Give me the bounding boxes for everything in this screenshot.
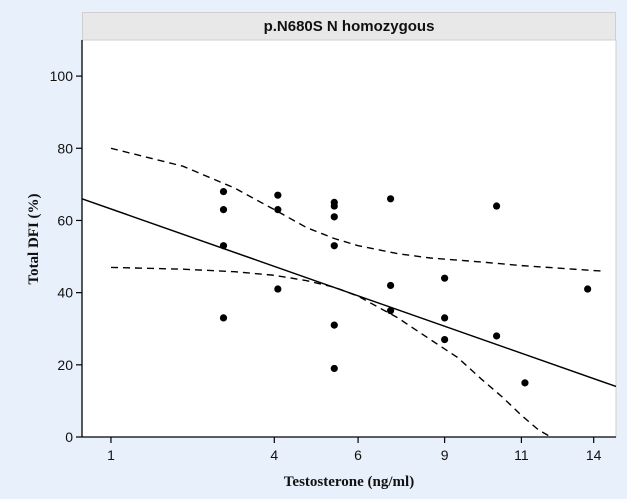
data-point [274,191,282,199]
plot-area [81,39,617,438]
confidence-band [110,147,601,438]
data-point [219,187,228,196]
data-point [330,321,338,329]
ci-lower-line [110,266,552,438]
x-tick-label: 11 [514,447,529,463]
y-axis-title: Total DFI (%) [26,193,42,284]
data-points [219,187,592,387]
data-point [386,195,395,203]
data-point [492,332,501,340]
y-tick-label: 0 [65,429,73,445]
x-tick-label: 9 [441,447,449,463]
regression-line-group [81,198,617,388]
data-point [274,206,282,214]
data-point [330,364,338,373]
chart-title: p.N680S N homozygous [82,12,616,40]
data-point [330,213,338,221]
data-point [386,281,395,290]
data-point [330,242,338,250]
data-point [521,379,529,387]
data-point [584,285,592,293]
y-tick-label: 60 [57,212,73,228]
x-tick-label: 6 [354,447,362,463]
ci-upper-line [110,147,601,272]
data-point [219,314,228,322]
x-tick-label: 14 [586,447,602,463]
data-point [386,307,395,315]
data-point [330,202,338,210]
y-tick-label: 100 [50,68,74,84]
data-point [441,335,449,344]
regression-line [81,198,617,388]
x-axis-title: Testosterone (ng/ml) [284,474,414,490]
data-point [219,206,228,214]
y-tick-label: 80 [57,140,73,156]
x-tick-label: 1 [107,447,115,463]
x-tick-label: 4 [270,447,278,463]
y-tick-label: 40 [57,285,73,301]
y-tick-label: 20 [57,357,73,373]
data-point [441,314,449,322]
data-point [274,285,282,293]
data-point [441,274,449,282]
data-point [492,202,501,210]
data-point [219,242,228,250]
